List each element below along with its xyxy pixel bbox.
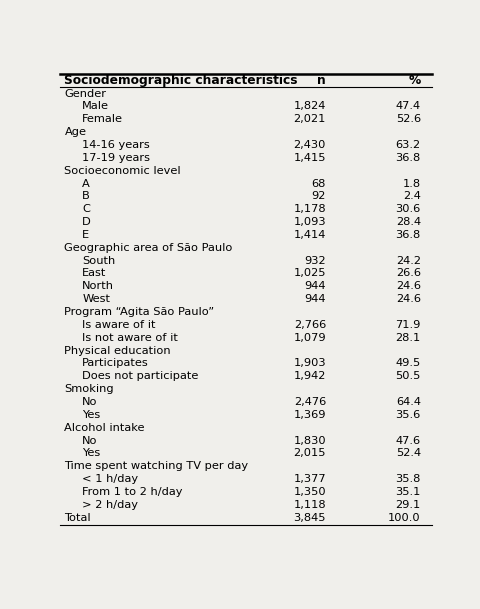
Text: Yes: Yes [83,410,101,420]
Text: 1,350: 1,350 [293,487,326,497]
Text: 36.8: 36.8 [396,230,421,240]
Text: 1,093: 1,093 [293,217,326,227]
Text: Program “Agita São Paulo”: Program “Agita São Paulo” [64,307,215,317]
Text: 944: 944 [304,281,326,291]
Text: 63.2: 63.2 [396,140,421,150]
Text: Gender: Gender [64,89,107,99]
Text: E: E [83,230,89,240]
Text: 92: 92 [312,191,326,202]
Text: 35.8: 35.8 [396,474,421,484]
Text: 2.4: 2.4 [403,191,421,202]
Text: 50.5: 50.5 [396,371,421,381]
Text: 14-16 years: 14-16 years [83,140,150,150]
Text: 1,830: 1,830 [293,435,326,446]
Text: East: East [83,269,107,278]
Text: 2,021: 2,021 [294,114,326,124]
Text: 1,903: 1,903 [293,359,326,368]
Text: 28.1: 28.1 [396,333,421,343]
Text: Is not aware of it: Is not aware of it [83,333,178,343]
Text: Male: Male [83,102,109,111]
Text: 1,414: 1,414 [294,230,326,240]
Text: 30.6: 30.6 [396,204,421,214]
Text: < 1 h/day: < 1 h/day [83,474,138,484]
Text: 52.4: 52.4 [396,448,421,459]
Text: 24.6: 24.6 [396,294,421,304]
Text: 29.1: 29.1 [396,500,421,510]
Text: West: West [83,294,110,304]
Text: 17-19 years: 17-19 years [83,153,150,163]
Text: Time spent watching TV per day: Time spent watching TV per day [64,461,249,471]
Text: Total: Total [64,513,91,523]
Text: n: n [317,74,326,86]
Text: 24.2: 24.2 [396,256,421,266]
Text: Smoking: Smoking [64,384,114,394]
Text: 64.4: 64.4 [396,397,421,407]
Text: 2,766: 2,766 [294,320,326,330]
Text: 1,369: 1,369 [293,410,326,420]
Text: 68: 68 [312,178,326,189]
Text: Is aware of it: Is aware of it [83,320,156,330]
Text: > 2 h/day: > 2 h/day [83,500,138,510]
Text: 2,015: 2,015 [293,448,326,459]
Text: 1,025: 1,025 [293,269,326,278]
Text: No: No [83,397,98,407]
Text: 35.6: 35.6 [396,410,421,420]
Text: 28.4: 28.4 [396,217,421,227]
Text: 100.0: 100.0 [388,513,421,523]
Text: South: South [83,256,116,266]
Text: Age: Age [64,127,86,137]
Text: 1,178: 1,178 [293,204,326,214]
Text: 26.6: 26.6 [396,269,421,278]
Text: 24.6: 24.6 [396,281,421,291]
Text: Sociodemographic characteristics: Sociodemographic characteristics [64,74,298,86]
Text: 944: 944 [304,294,326,304]
Text: Physical education: Physical education [64,345,171,356]
Text: 35.1: 35.1 [396,487,421,497]
Text: North: North [83,281,114,291]
Text: 2,430: 2,430 [294,140,326,150]
Text: 1.8: 1.8 [403,178,421,189]
Text: %: % [408,74,421,86]
Text: No: No [83,435,98,446]
Text: 1,942: 1,942 [294,371,326,381]
Text: From 1 to 2 h/day: From 1 to 2 h/day [83,487,183,497]
Text: 47.6: 47.6 [396,435,421,446]
Text: Socioeconomic level: Socioeconomic level [64,166,181,176]
Text: A: A [83,178,90,189]
Text: Female: Female [83,114,123,124]
Text: 1,415: 1,415 [293,153,326,163]
Text: 52.6: 52.6 [396,114,421,124]
Text: 2,476: 2,476 [294,397,326,407]
Text: 47.4: 47.4 [396,102,421,111]
Text: 1,377: 1,377 [293,474,326,484]
Text: 1,824: 1,824 [294,102,326,111]
Text: Alcohol intake: Alcohol intake [64,423,145,432]
Text: Does not participate: Does not participate [83,371,199,381]
Text: 3,845: 3,845 [293,513,326,523]
Text: 1,079: 1,079 [293,333,326,343]
Text: Yes: Yes [83,448,101,459]
Text: 1,118: 1,118 [293,500,326,510]
Text: 36.8: 36.8 [396,153,421,163]
Text: 932: 932 [304,256,326,266]
Text: 71.9: 71.9 [396,320,421,330]
Text: C: C [83,204,90,214]
Text: 49.5: 49.5 [396,359,421,368]
Text: Participates: Participates [83,359,149,368]
Text: Geographic area of São Paulo: Geographic area of São Paulo [64,243,233,253]
Text: D: D [83,217,91,227]
Text: B: B [83,191,90,202]
